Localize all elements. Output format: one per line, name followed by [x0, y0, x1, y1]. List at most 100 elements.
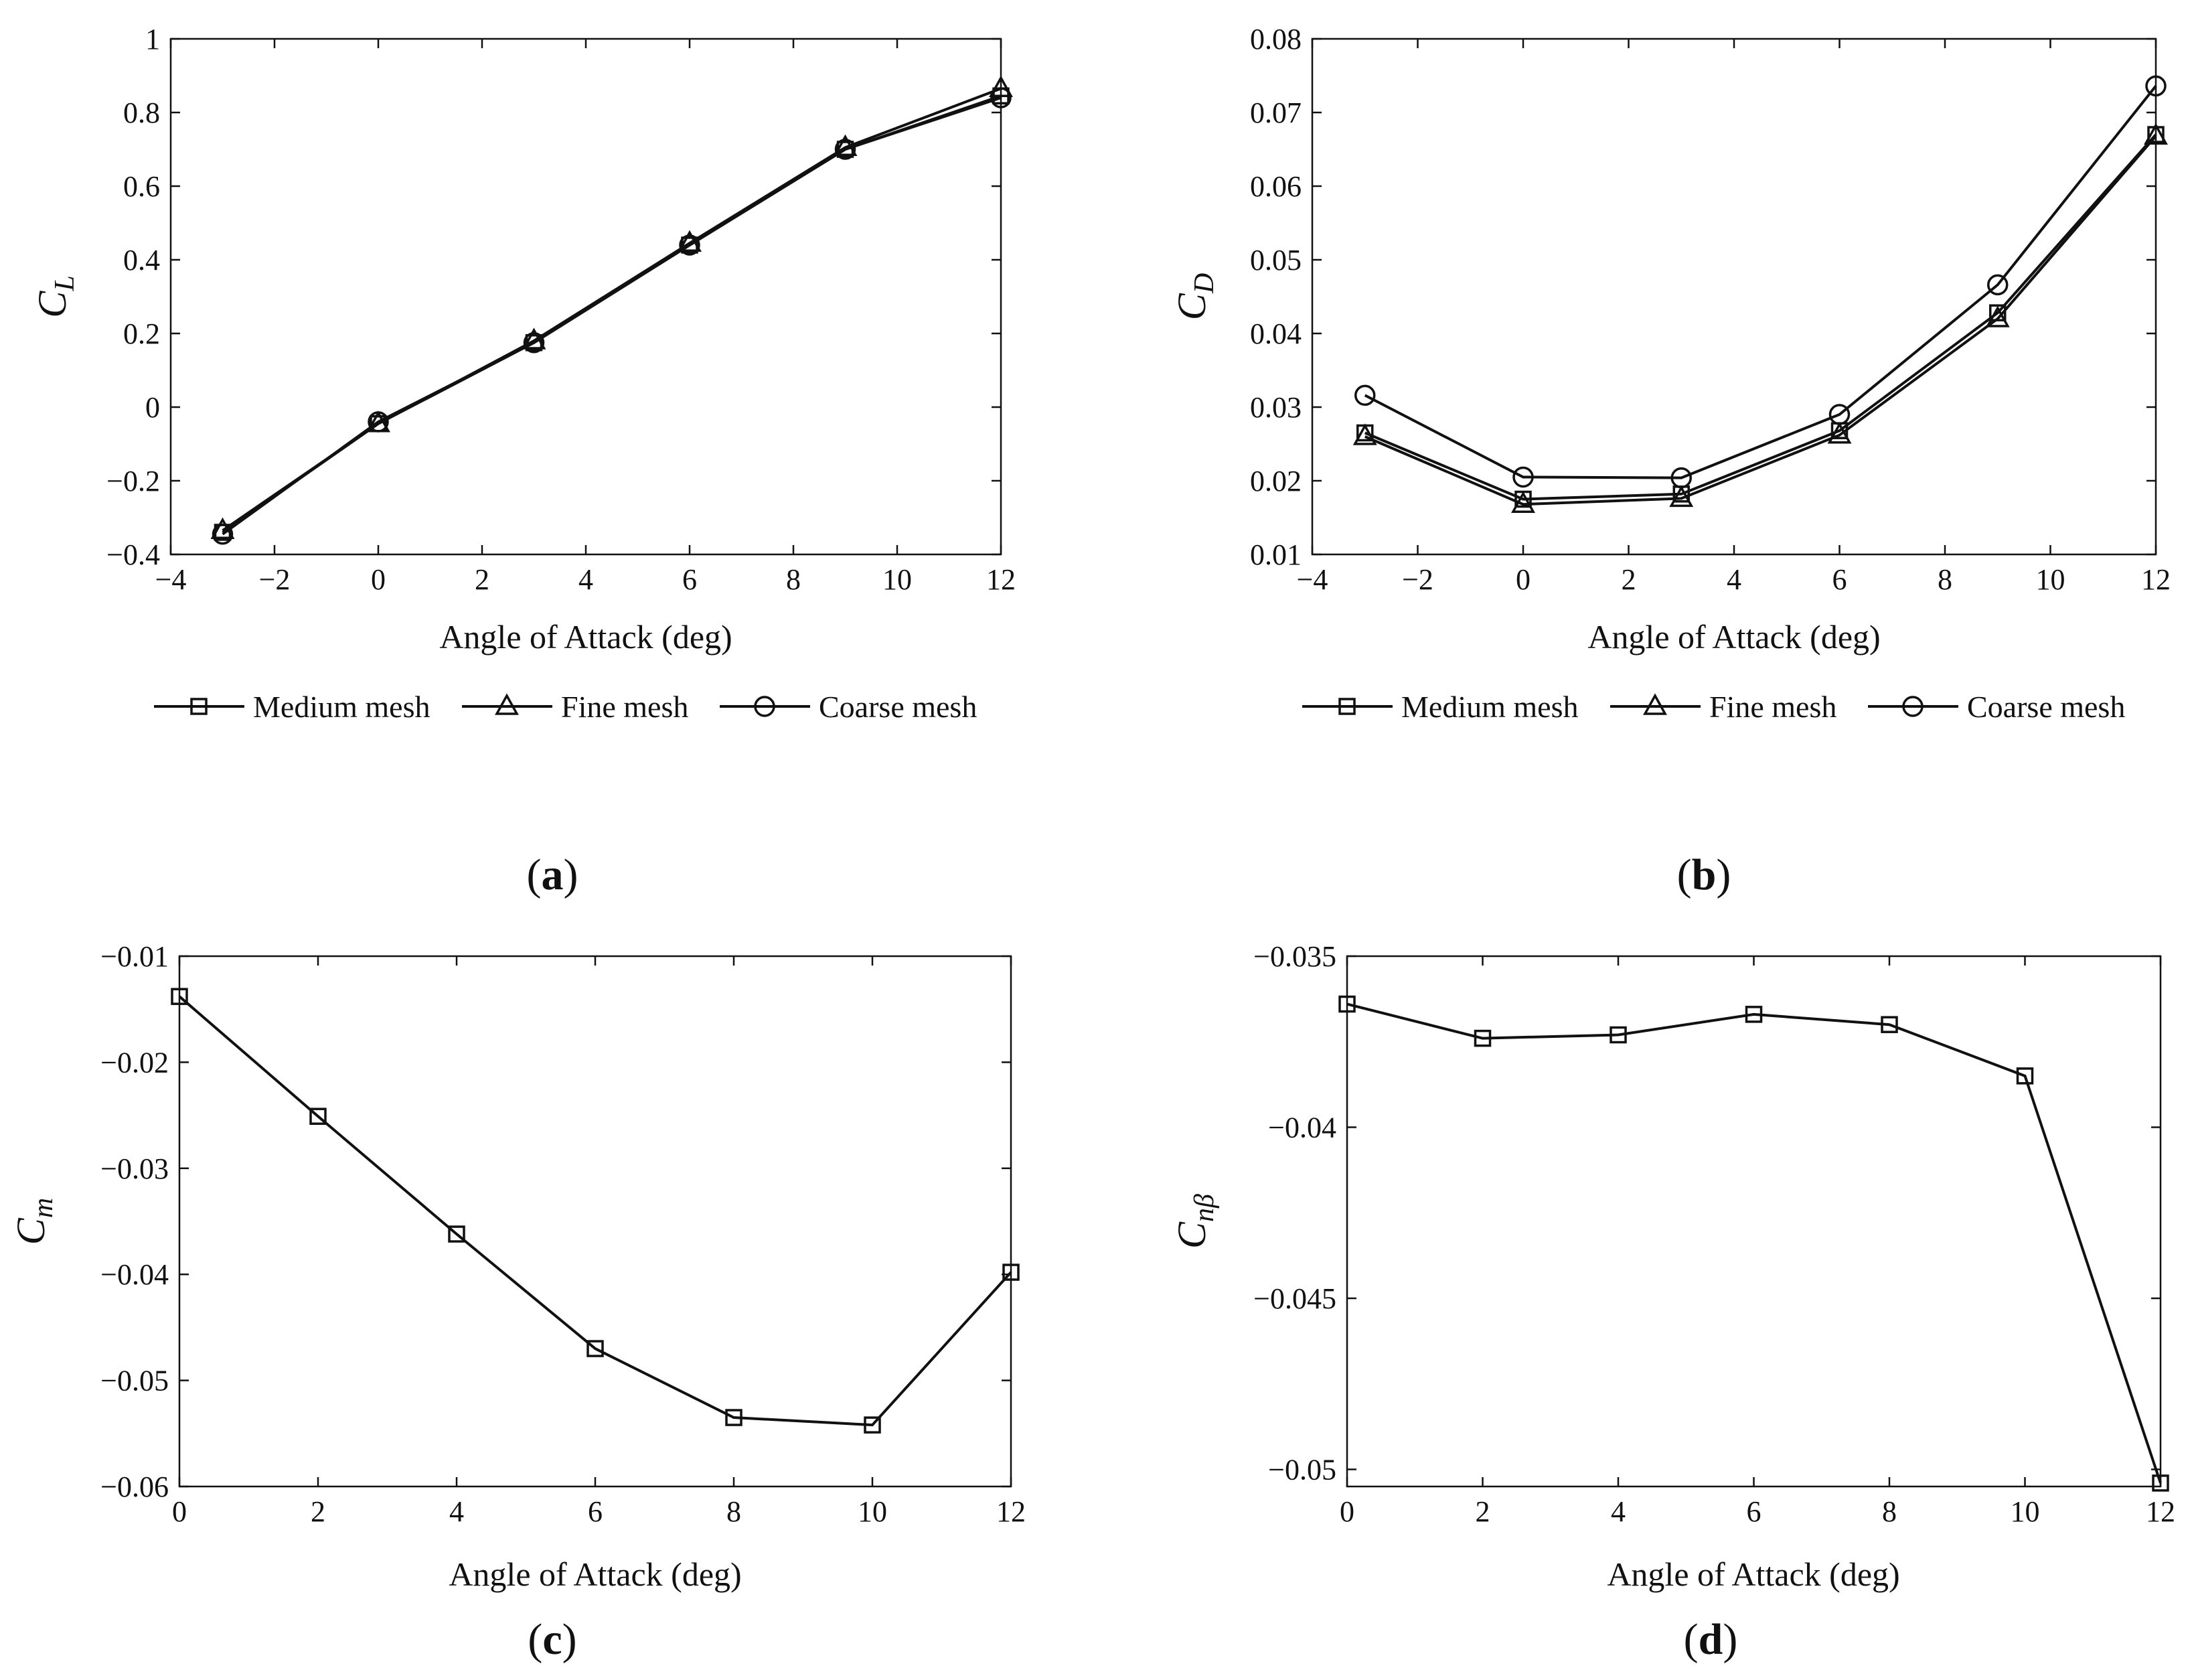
data-point-d-square — [1745, 1006, 1763, 1023]
series-line-a-0 — [222, 94, 1002, 534]
series-line-b-1 — [1364, 135, 2157, 506]
data-point-b-triangle — [2144, 123, 2168, 145]
data-point-c-square — [171, 988, 188, 1005]
x-tick-label-b: −4 — [1297, 563, 1328, 596]
y-tick-label-a: 1 — [145, 23, 160, 56]
data-point-b-triangle — [1511, 491, 1535, 513]
axis-ticks-d: 0 2 4 6 8 10 12 −0.05 −0.045 −0.04 −0.035 — [1253, 940, 2175, 1528]
data-point-b-triangle — [1669, 485, 1694, 508]
legend-label-b-1: Fine mesh — [1709, 690, 1836, 724]
x-tick-label-b: 12 — [2141, 563, 2171, 596]
data-point-b-triangle — [1827, 422, 1852, 444]
y-tick-label-b: 0.05 — [1250, 244, 1302, 277]
data-point-a-circle — [990, 87, 1012, 108]
y-tick-label-b: 0.07 — [1250, 96, 1302, 129]
x-tick-label-a: 10 — [882, 563, 912, 596]
x-tick-label-a: 6 — [682, 563, 697, 596]
y-tick-label-b: 0.04 — [1250, 317, 1302, 350]
panel-label-d: (d) — [1684, 1615, 1738, 1664]
data-point-d-square — [1881, 1016, 1898, 1033]
x-tick-label-d: 8 — [1882, 1495, 1897, 1528]
y-tick-label-c: −0.01 — [100, 940, 169, 973]
y-tick-label-a: 0 — [145, 391, 160, 424]
series-lines-b — [1364, 85, 2157, 506]
data-point-a-circle — [368, 411, 389, 433]
x-tick-label-c: 2 — [311, 1495, 325, 1528]
series-line-d-0 — [1346, 1002, 2162, 1484]
panel-c: 0 2 4 6 8 10 12−0.06−0.05−0.04−0.03−0.02−0.01 … — [9, 940, 1026, 1664]
data-point-a-triangle — [210, 517, 235, 539]
x-tick-label-b: 6 — [1832, 563, 1847, 596]
y-tick-label-a: 0.6 — [123, 170, 160, 203]
series-line-a-1 — [222, 87, 1002, 532]
data-point-b-circle — [1512, 466, 1534, 488]
y-tick-label-b: 0.02 — [1250, 465, 1302, 498]
panel-d: 0 2 4 6 8 10 12 −0.05 −0.045 −0.04 −0.035 Angle of… — [1170, 940, 2175, 1664]
x-tick-label-a: 2 — [475, 563, 489, 596]
y-tick-label-c: −0.03 — [100, 1152, 169, 1185]
data-point-c-square — [448, 1225, 465, 1243]
plot-frame-a — [169, 37, 1002, 556]
x-tick-label-c: 8 — [726, 1495, 741, 1528]
legend-marker-b-circle — [1902, 696, 1924, 717]
data-point-c-square — [586, 1340, 604, 1357]
markers-b — [1352, 75, 2168, 513]
legend-marker-a-square — [190, 698, 208, 715]
y-tick-label-d: −0.04 — [1268, 1111, 1336, 1144]
x-axis-label-a: Angle of Attack (deg) — [439, 618, 732, 656]
x-tick-label-a: −4 — [155, 563, 187, 596]
x-tick-label-a: 12 — [986, 563, 1016, 596]
legend-label-a-2: Coarse mesh — [819, 690, 977, 724]
data-point-a-circle — [212, 524, 234, 545]
data-point-a-circle — [834, 139, 856, 160]
data-point-b-circle — [1828, 404, 1851, 425]
y-tick-label-d: −0.05 — [1268, 1453, 1336, 1486]
x-tick-label-a: −2 — [259, 563, 291, 596]
y-tick-label-d: −0.045 — [1253, 1282, 1336, 1315]
legend-marker-b-triangle — [1643, 693, 1667, 715]
series-lines-c — [178, 995, 1012, 1427]
y-tick-label-a: −0.4 — [106, 538, 160, 571]
markers-c — [171, 988, 1020, 1434]
axis-ticks-a: −4 −2 0 2 4 6 8 10 12 −0.4 −0.2 0 0.2 0.4 0.6 0.8 1 — [106, 23, 1016, 596]
data-point-b-triangle — [1985, 305, 2010, 327]
x-tick-label-b: 2 — [1622, 563, 1636, 596]
y-tick-label-c: −0.02 — [100, 1046, 169, 1079]
plot-frame-c — [178, 955, 1012, 1488]
x-tick-label-b: 4 — [1727, 563, 1741, 596]
legend-a: Medium mesh Fine mesh Coarse mesh — [154, 690, 977, 724]
y-tick-label-c: −0.04 — [100, 1258, 169, 1291]
y-tick-label-d: −0.035 — [1253, 940, 1336, 973]
y-axis-label-c: Cm — [9, 1198, 59, 1245]
data-point-a-triangle — [989, 75, 1013, 97]
axis-ticks-b: −4 −2 0 2 4 6 8 10 12 0.01 0.02 0.03 0.04 0.05 0.06 0.0… — [1250, 23, 2171, 596]
data-point-c-square — [725, 1409, 742, 1426]
y-tick-label-b: 0.06 — [1250, 170, 1302, 203]
data-point-b-circle — [1354, 384, 1376, 406]
markers-a — [210, 75, 1013, 545]
panel-label-a: (a) — [527, 850, 578, 899]
data-point-a-triangle — [833, 134, 858, 156]
legend-marker-b-square — [1338, 698, 1356, 715]
legend-b: Medium mesh Fine mesh Coarse mesh — [1302, 690, 2125, 724]
data-point-b-circle — [2145, 75, 2167, 97]
data-point-c-square — [309, 1108, 327, 1125]
data-point-c-square — [864, 1416, 881, 1434]
x-tick-label-c: 12 — [996, 1495, 1026, 1528]
y-tick-label-a: 0.4 — [123, 244, 160, 277]
legend-marker-a-circle — [754, 696, 775, 717]
series-line-c-0 — [178, 995, 1012, 1427]
markers-d — [1338, 995, 2169, 1492]
x-tick-label-b: 8 — [1938, 563, 1952, 596]
panel-label-b: (b) — [1677, 850, 1731, 899]
legend-label-a-0: Medium mesh — [253, 690, 430, 724]
x-tick-label-b: 0 — [1516, 563, 1531, 596]
y-axis-label-b: CD — [1170, 273, 1220, 320]
x-tick-label-a: 4 — [578, 563, 593, 596]
data-point-d-square — [2152, 1474, 2169, 1492]
y-axis-label-d: Cnβ — [1170, 1194, 1220, 1249]
y-tick-label-a: −0.2 — [106, 465, 160, 498]
series-line-a-2 — [222, 96, 1002, 536]
data-point-d-square — [2016, 1067, 2034, 1085]
